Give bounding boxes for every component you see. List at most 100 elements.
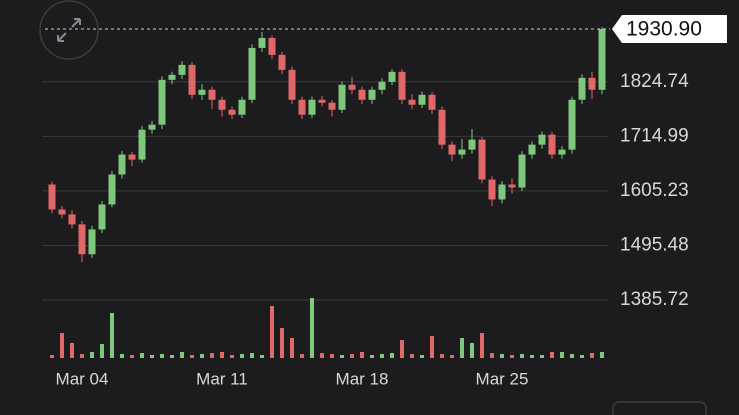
volume-bar [50, 355, 54, 358]
volume-bar [170, 355, 174, 358]
x-tick-label: Mar 25 [476, 369, 529, 388]
volume-bar [390, 353, 394, 358]
candle-body [388, 71, 396, 82]
volume-bar [490, 353, 494, 358]
candle-body [538, 134, 546, 145]
volume-bar [320, 353, 324, 358]
candle-body [128, 154, 136, 160]
candle-body [488, 179, 496, 200]
volume-bar [590, 353, 594, 358]
candle-body [78, 224, 86, 255]
candle-body [528, 144, 536, 155]
volume-bar [220, 352, 224, 358]
volume-bar [290, 338, 294, 358]
volume-bar [300, 354, 304, 358]
candle-body [518, 154, 526, 188]
y-tick-label: 1605.23 [620, 180, 689, 201]
candle-body [258, 37, 266, 48]
candle-body [88, 229, 96, 255]
volume-bar [190, 355, 194, 358]
candle-body [568, 99, 576, 150]
expand-icon [57, 18, 81, 42]
volume-bar [560, 352, 564, 358]
volume-bar [160, 354, 164, 358]
candle-body [198, 89, 206, 95]
candle-body [548, 134, 556, 155]
current-price-box [612, 15, 727, 44]
candle-body [498, 184, 506, 200]
volume-bar [500, 354, 504, 358]
volume-bar [480, 333, 484, 358]
volume-bar [60, 333, 64, 358]
volume-bar [400, 340, 404, 358]
candle-body [598, 29, 606, 90]
y-tick-label: 1824.74 [620, 71, 689, 92]
x-tick-label: Mar 11 [196, 369, 248, 388]
volume-bar [150, 355, 154, 358]
volume-bar [280, 328, 284, 358]
candle-body [328, 102, 336, 110]
volume-bar [530, 355, 534, 358]
candle-body [378, 81, 386, 90]
candle-body [188, 64, 196, 95]
partial-button[interactable] [612, 401, 707, 415]
volume-bar [120, 354, 124, 358]
candle-body [238, 99, 246, 115]
volume-bar [410, 354, 414, 358]
x-tick-label: Mar 18 [336, 369, 389, 388]
expand-button[interactable] [39, 0, 99, 60]
candle-body [168, 74, 176, 80]
candle-body [218, 99, 226, 110]
candle-body [68, 214, 76, 225]
candle-body [118, 154, 126, 175]
volume-bar [460, 338, 464, 358]
volume-bar [520, 354, 524, 358]
volume-bar [70, 343, 74, 358]
candle-body [478, 139, 486, 180]
volume-bar [600, 352, 604, 358]
volume-bar [540, 355, 544, 358]
volume-bar [470, 343, 474, 358]
volume-bar [570, 354, 574, 358]
x-tick-label: Mar 04 [56, 369, 109, 388]
candle-body [308, 99, 316, 115]
volume-bar [240, 354, 244, 358]
y-tick-label: 1495.48 [620, 234, 689, 255]
candle-body [138, 129, 146, 160]
volume-bar [350, 354, 354, 358]
candle-body [48, 184, 56, 210]
volume-bar [550, 352, 554, 358]
volume-bar [100, 344, 104, 358]
volume-bar [90, 352, 94, 358]
candle-body [178, 64, 186, 75]
volume-bar [330, 354, 334, 358]
candle-body [588, 77, 596, 90]
y-tick-label: 1714.99 [620, 125, 689, 146]
candle-body [108, 174, 116, 205]
volume-bar [450, 355, 454, 358]
volume-bar [510, 355, 514, 358]
candle-body [458, 149, 466, 155]
candle-body [268, 37, 276, 55]
candle-body [358, 89, 366, 100]
volume-bar [260, 355, 264, 358]
volume-bar [380, 354, 384, 358]
candle-body [368, 89, 376, 100]
volume-bar [340, 355, 344, 358]
candle-body [228, 109, 236, 115]
candle-body [408, 99, 416, 105]
y-tick-label: 1385.72 [620, 289, 689, 310]
candle-body [348, 84, 356, 90]
candle-body [278, 54, 286, 70]
volume-bar [310, 298, 314, 358]
candle-body [288, 69, 296, 100]
volume-bar [130, 355, 134, 358]
candle-body [468, 139, 476, 150]
volume-bar [80, 354, 84, 358]
volume-bar [200, 354, 204, 358]
candle-body [208, 89, 216, 100]
candle-body [298, 99, 306, 115]
volume-bar [110, 313, 114, 358]
candle-body [398, 71, 406, 100]
